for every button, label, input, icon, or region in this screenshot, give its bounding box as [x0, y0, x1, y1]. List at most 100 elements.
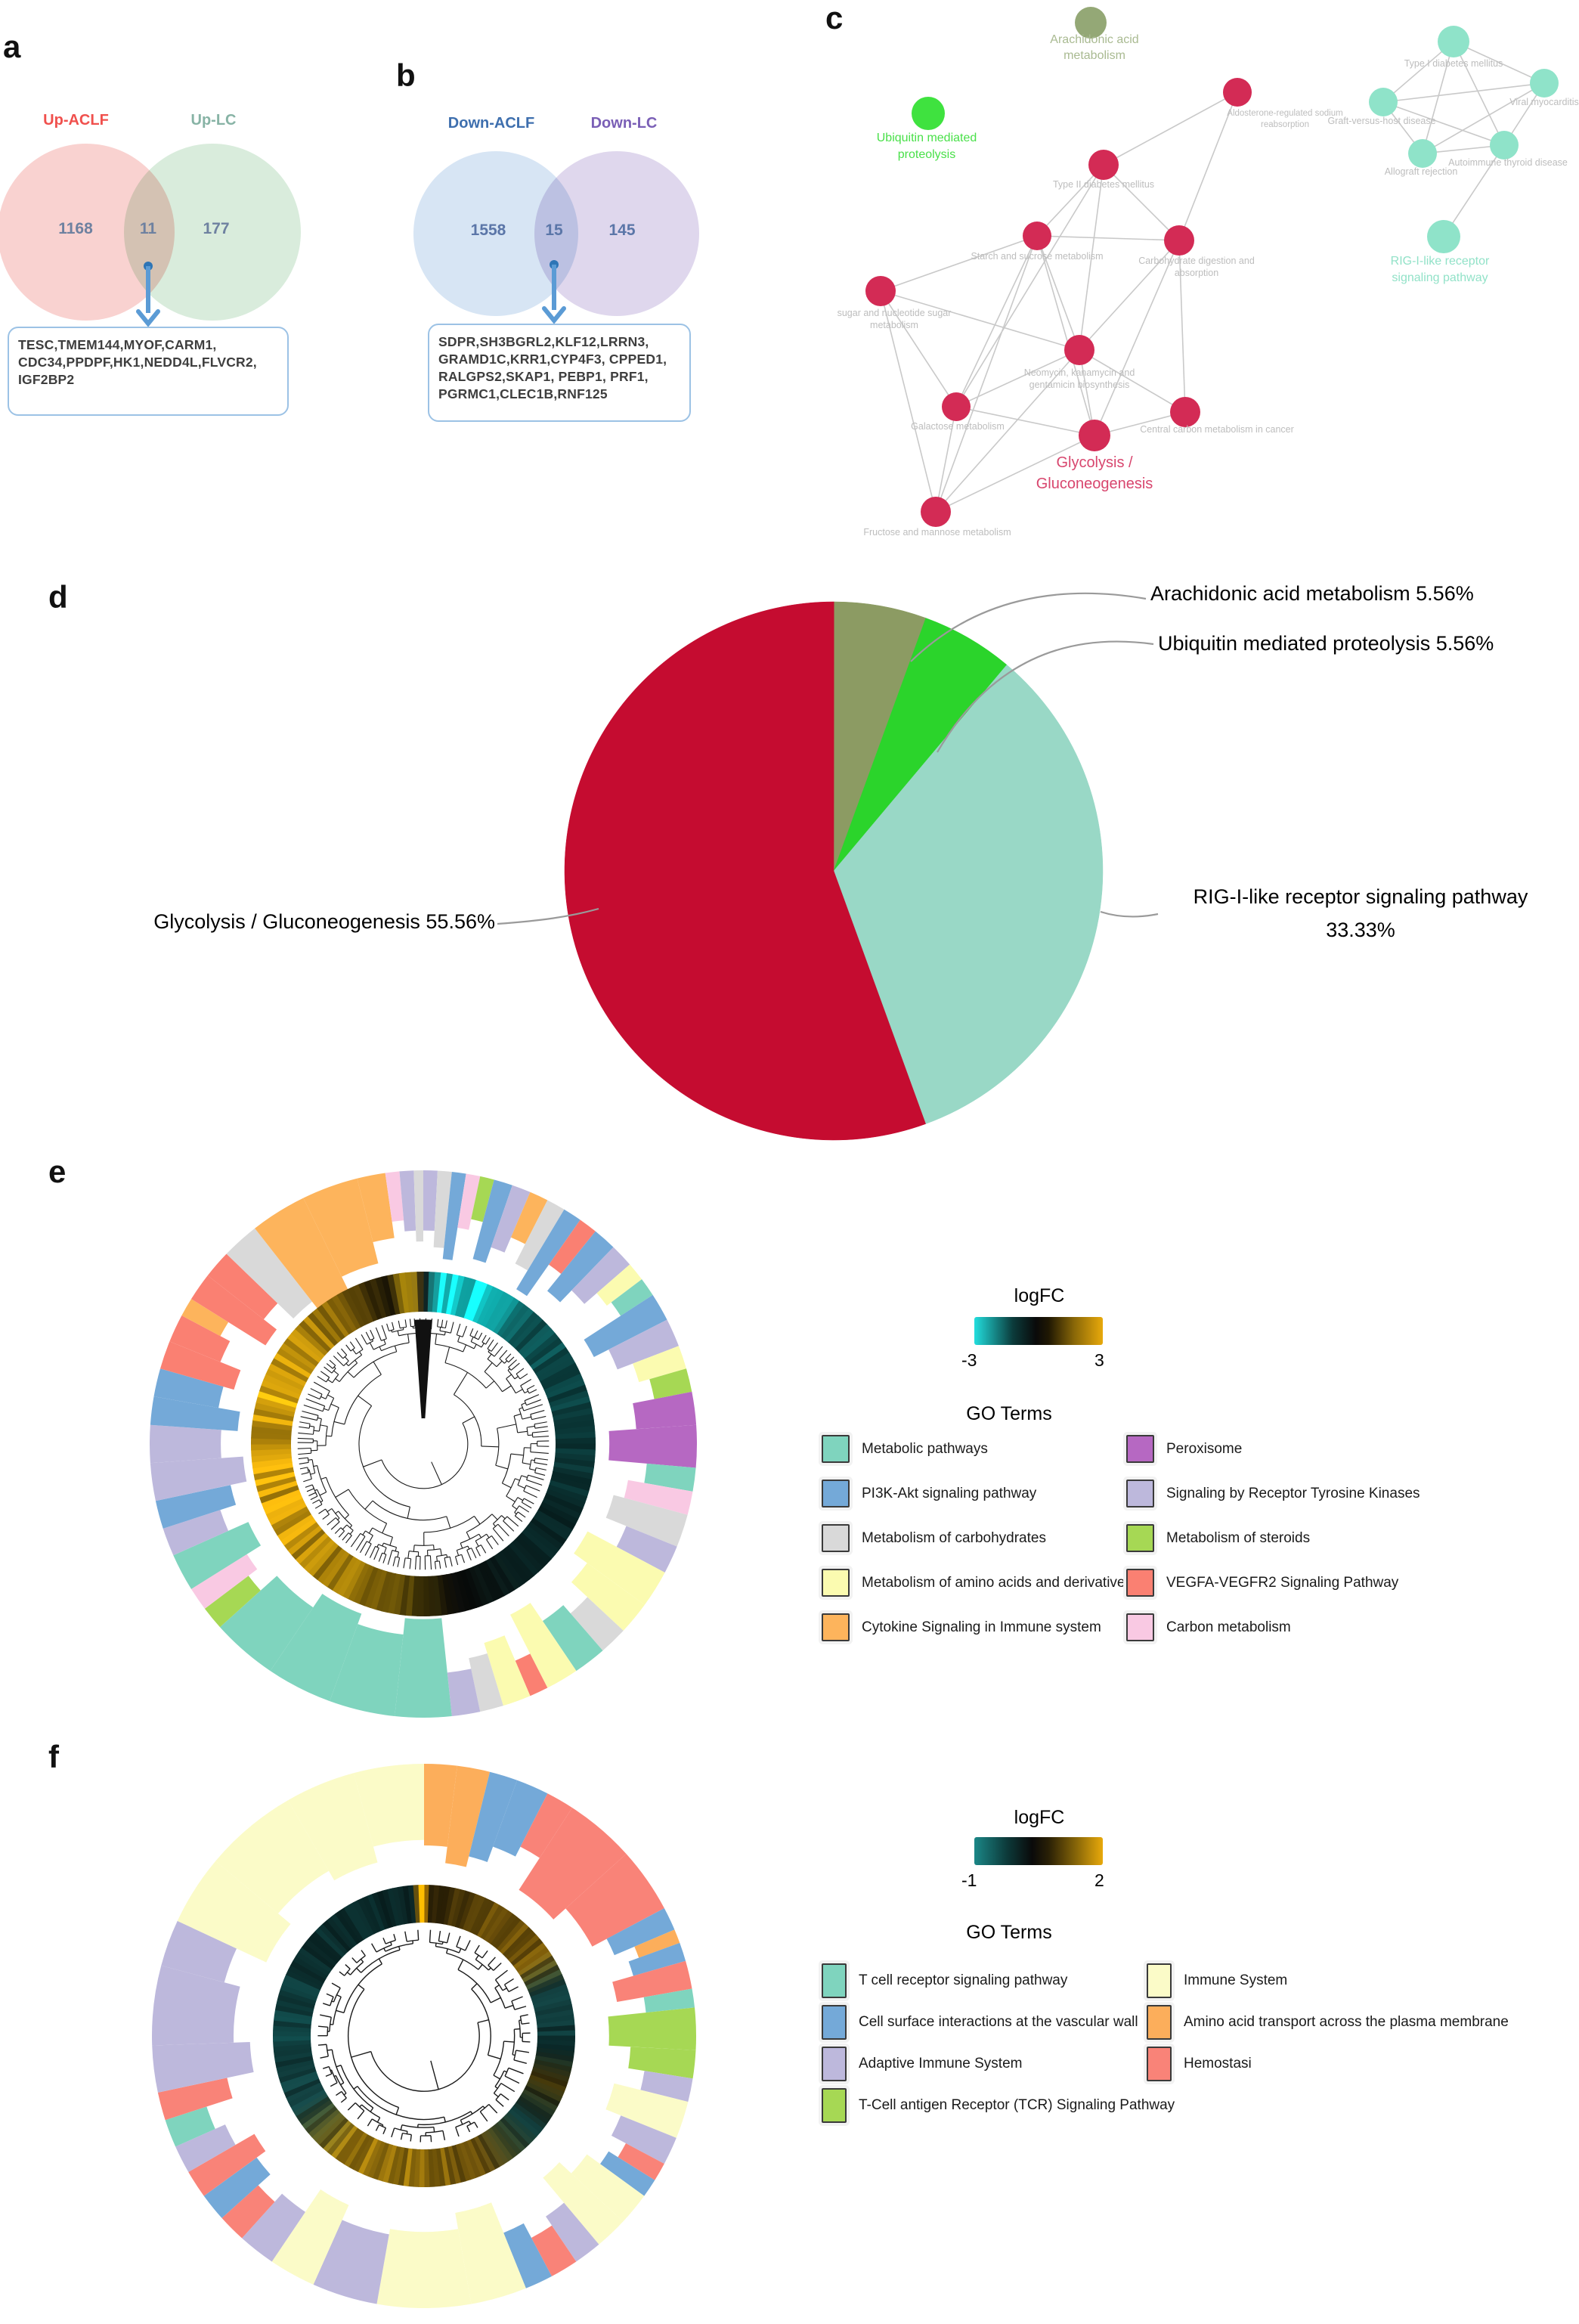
panel-letter-b: b [396, 57, 416, 93]
legend-label: T-Cell antigen Receptor (TCR) Signaling … [859, 2097, 1175, 2113]
legend-item-hemostasi: Hemostasi [1147, 2047, 1252, 2081]
network-label-viral: Viral myocarditis [1509, 97, 1578, 107]
pie-chart [497, 592, 1159, 1141]
legend-label: Metabolism of carbohydrates [862, 1529, 1046, 1546]
legend-e-max-tick: 3 [1094, 1350, 1104, 1370]
network-label-rig: RIG-I-like receptor signaling pathway [1391, 255, 1490, 284]
network-node-viral [1530, 69, 1559, 98]
legend-item-carbon-metabolism: Carbon metabolism [1126, 1613, 1291, 1641]
legend-item-metabolism-of-steroids: Metabolism of steroids [1126, 1524, 1310, 1552]
network-label-ara: Arachidonic acid metabolism [1050, 33, 1138, 62]
pie-callout-glycolysis: Glycolysis / Gluconeogenesis 55.56% [153, 910, 495, 933]
legend-label: Hemostasi [1184, 2056, 1252, 2071]
legend-swatch [1126, 1569, 1154, 1597]
network-node-ara [1075, 7, 1107, 39]
legend-swatch [822, 1569, 850, 1597]
legend-f-max-tick: 2 [1094, 1870, 1104, 1890]
panel-letter-d: d [48, 579, 68, 615]
network-node-t1dm [1438, 26, 1469, 57]
venn-a-right-count: 177 [203, 220, 230, 237]
legend-label: VEGFA-VEGFR2 Signaling Pathway [1166, 1574, 1399, 1591]
circular-plot-e [150, 1170, 698, 1718]
legend-item-t-cell-antigen-receptor-tcr-signaling-pathway: T-Cell antigen Receptor (TCR) Signaling … [822, 2088, 1175, 2123]
legend-item-cytokine-signaling-in-immune-system: Cytokine Signaling in Immune system [822, 1613, 1101, 1641]
legend-item-peroxisome: Peroxisome [1126, 1435, 1242, 1463]
legend-swatch [1126, 1480, 1154, 1508]
legend-e-min-tick: -3 [961, 1350, 977, 1370]
panel-letter-c: c [825, 0, 844, 36]
network-label-fruct: Fructose and mannose metabolism [863, 527, 1011, 538]
legend-swatch [822, 1963, 847, 1998]
venn-a-left-title: Up-ACLF [43, 112, 109, 129]
network-label-ubi: Ubiquitin mediated proteolysis [877, 132, 977, 161]
legend-label: Signaling by Receptor Tyrosine Kinases [1166, 1485, 1420, 1501]
network-label-auto: Autoimmune thyroid disease [1448, 157, 1568, 168]
legend-label: Carbon metabolism [1166, 1619, 1291, 1635]
legend-label: Cell surface interactions at the vascula… [859, 2014, 1138, 2030]
network-node-auto [1490, 131, 1519, 160]
legend-label: Immune System [1184, 1972, 1288, 1988]
network-label-neo: Neomycin, kanamycin and gentamicin biosyn… [1024, 367, 1135, 390]
legend-label: Amino acid transport across the plasma m… [1184, 2014, 1509, 2030]
legend-item-immune-system: Immune System [1147, 1963, 1287, 1998]
panel-letter-e: e [48, 1154, 67, 1189]
network-node-aldo [1223, 78, 1252, 107]
legend-item-cell-surface-interactions-at-the-vascular-wall: Cell surface interactions at the vascula… [822, 2005, 1138, 2040]
legend-item-pi3k-akt-signaling-pathway: PI3K-Akt signaling pathway [822, 1480, 1036, 1508]
legend-item-adaptive-immune-system: Adaptive Immune System [822, 2047, 1022, 2081]
network-label-gvhd: Graft-versus-host disease [1327, 116, 1435, 126]
venn-a-gene-box: TESC,TMEM144,MYOF,CARM1, CDC34,PPDPF,HK1… [8, 327, 289, 416]
legend-label: PI3K-Akt signaling pathway [862, 1485, 1037, 1501]
dendrogram-e [297, 1318, 550, 1570]
network-node-starch [1023, 222, 1051, 250]
legend-label: T cell receptor signaling pathway [859, 1972, 1068, 1988]
network-node-allo [1408, 139, 1437, 168]
pie-slice-rig-i-like [833, 665, 1104, 1124]
network-label-t2dm: Type II diabetes mellitus [1053, 179, 1154, 190]
legend-e-colorbar [974, 1317, 1103, 1345]
network-edges [880, 41, 1545, 513]
circular-plot-f [152, 1764, 697, 2308]
network-node-fruct [921, 497, 951, 527]
pie-leader-line-3 [1100, 910, 1159, 918]
legend-f-logfc-title: logFC [1014, 1807, 1065, 1828]
venn-b-gene-box: SDPR,SH3BGRL2,KLF12,LRRN3, GRAMD1C,KRR1,… [428, 324, 691, 422]
network-label-central: Central carbon metabolism in cancer [1140, 424, 1294, 435]
legend-swatch [1126, 1435, 1154, 1463]
legend-swatch [822, 1524, 850, 1552]
legend-item-t-cell-receptor-signaling-pathway: T cell receptor signaling pathway [822, 1963, 1067, 1998]
legend-item-signaling-by-receptor-tyrosine-kinases: Signaling by Receptor Tyrosine Kinases [1126, 1480, 1420, 1508]
network-node-neo [1064, 335, 1094, 365]
legend-swatch [822, 2088, 847, 2123]
pie-callout-rig: RIG-I-like receptor signaling pathway 33… [1193, 885, 1528, 941]
pie-leader-line-1 [937, 640, 1154, 753]
venn-b-right-title: Down-LC [590, 115, 658, 132]
network-node-ubi [912, 97, 945, 130]
venn-a-overlap-count: 11 [139, 220, 157, 237]
network-node-carb [1164, 225, 1194, 256]
legend-label: Cytokine Signaling in Immune system [862, 1619, 1101, 1635]
legend-label: Adaptive Immune System [859, 2056, 1023, 2071]
panel-letter-a: a [3, 29, 21, 64]
legend-label: Metabolic pathways [862, 1440, 988, 1457]
network-label-glyco: Glycolysis / Gluconeogenesis [1036, 454, 1153, 492]
panel-letter-f: f [48, 1739, 59, 1774]
legend-f-colorbar [974, 1837, 1103, 1865]
legend-swatch [1147, 2005, 1172, 2040]
legend-e-logfc-title: logFC [1014, 1285, 1065, 1306]
legend-swatch [822, 1613, 850, 1641]
pie-leader-line-2 [497, 907, 599, 925]
legend-swatch [1147, 1963, 1172, 1998]
legend-item-metabolic-pathways: Metabolic pathways [822, 1435, 988, 1463]
venn-b-right-count: 145 [608, 222, 636, 239]
legend-swatch [822, 2047, 847, 2081]
network-node-sugar [865, 276, 896, 306]
legend-swatch [1147, 2047, 1172, 2081]
legend-item-amino-acid-transport-across-the-plasma-membrane: Amino acid transport across the plasma m… [1147, 2005, 1509, 2040]
pie-slice-glycolysis [564, 601, 926, 1141]
network-label-starch: Starch and sucrose metabolism [971, 251, 1103, 262]
venn-b-left-count: 1558 [470, 222, 506, 239]
network-label-sugar: sugar and nucleotide sugar metabolism [837, 308, 952, 330]
legend-swatch [822, 1480, 850, 1508]
